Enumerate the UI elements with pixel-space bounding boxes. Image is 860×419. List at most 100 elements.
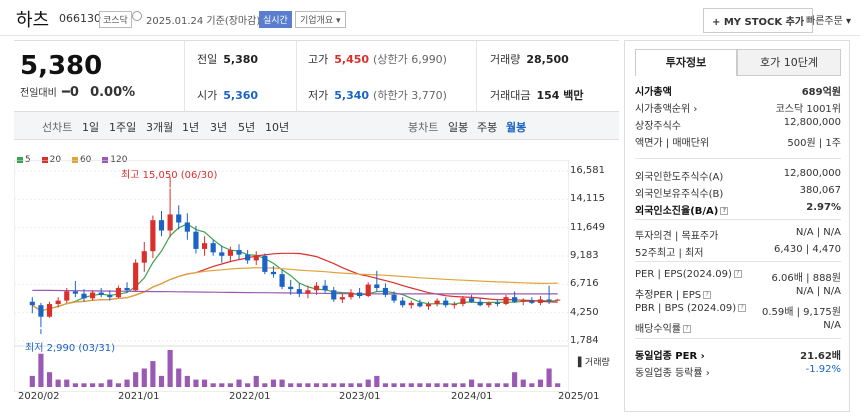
volume-bar [417,383,423,387]
info-label[interactable]: 시가총액순위 › [635,104,698,115]
help-icon[interactable]: ? [703,291,712,299]
info-label: PBR | BPS (2024.09) [635,303,737,314]
diff-percent: 0.00% [90,85,136,100]
volume-bar [150,361,156,387]
candle-body [270,271,277,275]
tab-5y[interactable]: 5년 [238,121,256,134]
volume-bar [72,383,78,387]
divider [635,261,841,262]
quick-order-dropdown[interactable]: 빠른주문 ▾ [806,16,851,27]
candle-body [115,287,122,298]
volume-bar [296,383,302,387]
volume-bar [537,379,544,387]
volume-bar [331,383,337,387]
tab-10y[interactable]: 10년 [265,121,290,134]
tab-1y[interactable]: 1년 [182,121,200,134]
candle-body [227,250,233,256]
candle-body [365,284,371,297]
volume-bar [494,383,500,387]
max-annotation: 최고 15,050 (06/30) [121,170,218,181]
help-icon[interactable]: ? [720,207,729,215]
volume-bar [29,375,35,387]
candle-body [150,220,156,252]
volume-bar [245,383,251,387]
add-my-stock-button[interactable]: + MY STOCK 추가 [703,8,814,33]
x-tick-label: 2023/01 [339,391,381,402]
volume-bar [46,372,53,387]
ma120-line [32,289,558,295]
company-info-dropdown[interactable]: 기업개요 ▾ [295,11,346,28]
candle-body [443,300,449,306]
volume-bar [348,383,354,387]
volume-bar [227,383,233,387]
investment-info-panel: 투자정보 호가 10단계 시가총액 689억원 시가총액순위 › 코스닥 1001위 상… [624,40,850,412]
candle-body [417,302,423,307]
candle-body [468,298,475,302]
volume-bar [176,368,182,387]
info-value: 12,800,000 [783,168,841,179]
volume-bar [133,372,139,387]
x-tick-label: 2021/01 [118,391,160,402]
candle-body [38,305,44,317]
info-label[interactable]: 동일업종 PER › [635,351,705,362]
candle-body [253,255,259,261]
y-tick-label: 14,115 [570,193,605,205]
info-label: 외국인한도주식수(A) [635,172,724,183]
help-icon[interactable]: ? [683,325,691,333]
volume-bar [158,375,165,387]
volume-bar [477,383,483,387]
info-row: 외국인보유주식수(B) 380,067 [635,185,841,200]
volume-bar [193,379,199,387]
tab-1d[interactable]: 1일 [82,121,100,134]
tab-daily[interactable]: 일봉 [448,121,469,134]
info-row: 외국인소진율(B/A)? 2.97% [635,202,841,217]
tab-monthly[interactable]: 월봉 [506,121,527,134]
help-icon[interactable]: ? [738,304,747,312]
volume-bar [365,379,371,387]
quote-date: 2025.01.24 기준(장마감) [146,16,261,27]
info-row: 동일업종 PER › 21.62배 [635,347,841,362]
help-icon[interactable]: ? [733,270,742,278]
info-label[interactable]: 동일업종 등락률 › [635,368,710,379]
volume-bar [279,379,285,387]
info-value: 0.59배 | 9,175원 [761,307,841,318]
volume-bar [262,383,268,387]
volume-bar [382,383,389,387]
volume-bar [555,383,561,387]
volume-bar [107,379,113,387]
tab-1w[interactable]: 1주일 [109,121,137,134]
candle-body [124,287,130,291]
candlestick-chart[interactable] [14,160,569,392]
divider [635,158,841,159]
tab-3y[interactable]: 3년 [210,121,228,134]
volume-bar [451,383,457,387]
market-badge: 코스닥 [99,11,132,28]
info-label: 52주최고 | 최저 [635,248,704,259]
realtime-badge[interactable]: 실시간 [259,11,292,28]
candle-body [98,292,104,295]
candle-body [245,254,251,261]
info-row: 52주최고 | 최저 6,430 | 4,470 [635,244,841,259]
candle-body [348,292,354,298]
tab-order-book[interactable]: 호가 10단계 [737,49,841,76]
volume-bar [468,379,475,387]
candle-body [460,298,466,305]
volume-bar [305,383,311,387]
price-change: 전일대비 ━0 0.00% [20,84,135,100]
info-value: 12,800,000 [783,117,841,128]
info-label: 배당수익률 [635,324,681,335]
candle-body [184,222,190,232]
tab-weekly[interactable]: 주봉 [477,121,498,134]
info-value: 380,067 [799,185,841,196]
current-price: 5,380 [20,51,103,81]
divider [635,219,841,220]
candle-body [494,302,500,305]
volume-bar [339,383,345,387]
divider [296,41,297,111]
candle-body [374,284,380,288]
tab-3m[interactable]: 3개월 [146,121,174,134]
trade-amount: 거래대금 154 백만 [490,89,584,102]
tab-investment-info[interactable]: 투자정보 [635,49,737,76]
quote-panel: 5,380 전일대비 ━0 0.00% 전일 5,380 고가 5,450 (상한가 … [14,40,619,112]
volume-bar [167,350,173,387]
